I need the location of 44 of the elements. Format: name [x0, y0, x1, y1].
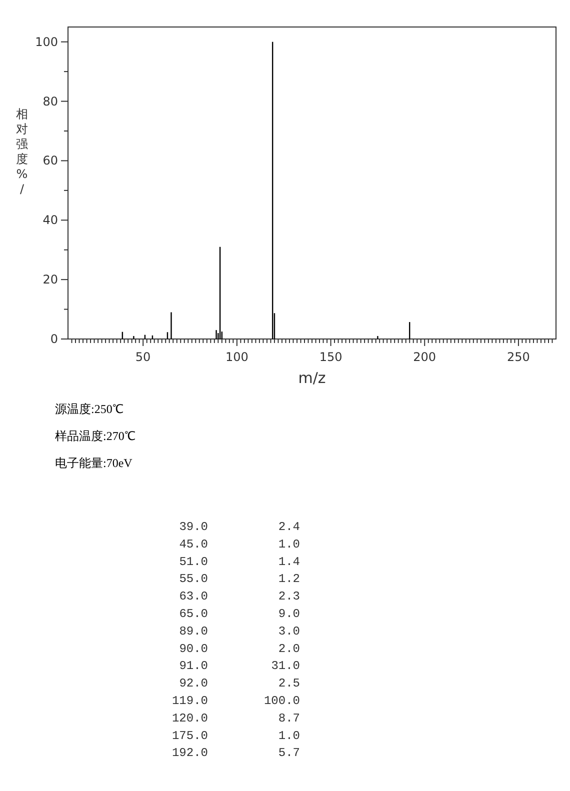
y-tick-label: 0: [50, 332, 58, 346]
x-tick-label: 150: [319, 350, 342, 364]
text: 175.0: [172, 728, 208, 743]
text: 2.4: [278, 520, 300, 534]
text: 2.3: [278, 590, 300, 604]
text: 120.0: [172, 711, 208, 726]
text: 89.0: [179, 624, 208, 638]
text: 100.0: [264, 694, 300, 708]
text: 119.0: [172, 694, 208, 708]
x-axis-title: m/z: [298, 369, 326, 387]
text: 样品温度:270℃: [55, 429, 136, 443]
y-axis-title: 相对强度%/: [16, 107, 28, 196]
text: 1.0: [278, 537, 300, 552]
text: 2.5: [278, 676, 300, 691]
text: 55.0: [179, 572, 208, 586]
text: 31.0: [271, 659, 300, 674]
text: 1.0: [278, 728, 300, 743]
text: 39.0: [179, 520, 208, 534]
text: 3.0: [278, 624, 300, 638]
y-tick-label: 40: [42, 213, 58, 228]
text: 45.0: [179, 537, 208, 552]
text: 电子能量:70eV: [55, 456, 133, 470]
x-tick-label: 50: [135, 350, 151, 364]
text: 1.2: [278, 572, 300, 586]
y-tick-label: 100: [35, 34, 58, 49]
x-tick-label: 250: [507, 350, 530, 364]
y-tick-label: 80: [42, 94, 58, 108]
text: 51.0: [179, 554, 208, 569]
text: 8.7: [278, 711, 300, 726]
x-tick-label: 100: [225, 350, 248, 364]
text: 9.0: [278, 607, 300, 621]
text: 1.4: [278, 554, 300, 569]
text: 65.0: [179, 607, 208, 621]
y-tick-label: 60: [42, 154, 58, 168]
x-tick-label: 200: [413, 350, 436, 364]
text: 63.0: [179, 590, 208, 604]
text: 91.0: [179, 659, 208, 674]
text: 2.0: [278, 642, 300, 656]
y-tick-label: 20: [42, 272, 58, 287]
text: 源温度:250℃: [55, 402, 124, 416]
text: 192.0: [172, 746, 208, 760]
text: 90.0: [179, 642, 208, 656]
text: 92.0: [179, 676, 208, 691]
text: 5.7: [278, 746, 300, 760]
